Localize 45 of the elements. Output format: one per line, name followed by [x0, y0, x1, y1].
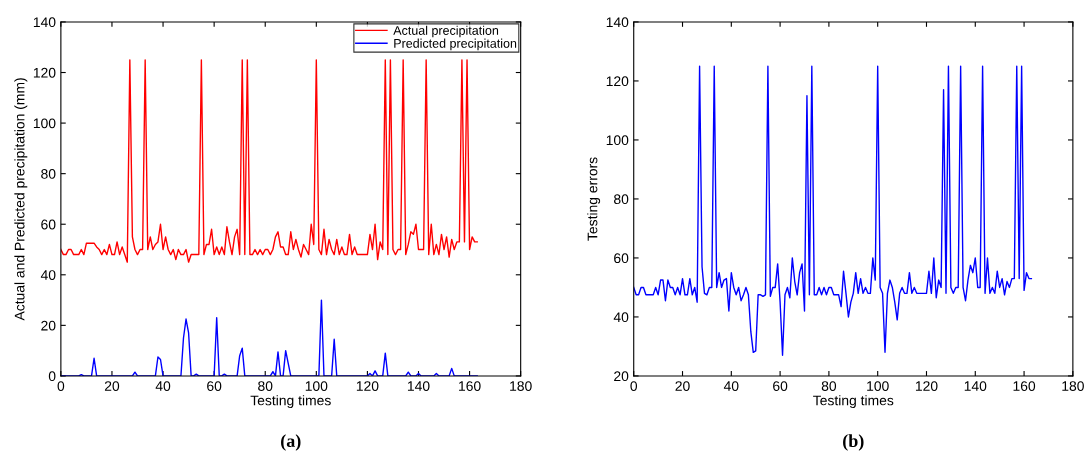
x-tick-label: 100 — [305, 381, 328, 391]
y-tick-label: 80 — [41, 168, 56, 179]
x-tick-label: 140 — [964, 381, 987, 391]
text: (a) — [281, 434, 301, 451]
legend-label: Predicted precipitation — [394, 38, 517, 51]
x-tick-label: 20 — [104, 381, 120, 391]
y-tick-label: 100 — [606, 135, 629, 146]
x-axis-title: Testing times — [813, 395, 894, 409]
y-tick-label: 140 — [33, 17, 56, 28]
y-tick-label: 80 — [614, 194, 629, 205]
x-tick-label: 0 — [630, 381, 638, 391]
legend-label: Actual precipitation — [393, 25, 499, 38]
x-tick-label: 160 — [1013, 381, 1036, 391]
line-series — [633, 65, 1033, 356]
y-tick-label: 20 — [614, 371, 629, 382]
y-tick-label: 20 — [41, 320, 56, 331]
y-tick-label: 40 — [40, 270, 56, 280]
y-tick-label: 120 — [606, 76, 629, 87]
x-tick-label: 180 — [1062, 381, 1084, 391]
x-tick-label: 60 — [773, 381, 788, 391]
y-tick-label: 140 — [606, 17, 629, 28]
x-tick-label: 180 — [510, 381, 532, 391]
x-axis-title: Testing times — [250, 395, 331, 409]
y-tick-label: 40 — [613, 312, 629, 323]
y-tick-label: 100 — [33, 118, 56, 129]
x-tick-label: 20 — [675, 381, 690, 391]
y-tick-label: 0 — [48, 371, 56, 382]
x-tick-label: 120 — [356, 381, 379, 391]
x-tick-label: 100 — [867, 381, 889, 391]
text: (b) — [843, 434, 864, 451]
x-tick-label: 120 — [915, 381, 938, 391]
y-tick-label: 120 — [33, 67, 56, 78]
y-tick-label: 60 — [41, 219, 56, 230]
y-axis-title: Testing errors — [587, 157, 601, 241]
x-tick-label: 0 — [57, 381, 65, 391]
x-tick-label: 40 — [155, 381, 171, 391]
x-tick-label: 60 — [207, 381, 222, 391]
x-tick-label: 140 — [407, 381, 430, 391]
y-tick-label: 60 — [614, 253, 629, 264]
x-tick-label: 160 — [459, 381, 481, 391]
line-series — [60, 59, 478, 263]
x-tick-label: 80 — [258, 381, 273, 391]
x-tick-label: 40 — [723, 381, 739, 391]
y-axis-title: Actual and Predicted precipitation (mm) — [14, 78, 28, 321]
x-tick-label: 80 — [821, 381, 837, 391]
